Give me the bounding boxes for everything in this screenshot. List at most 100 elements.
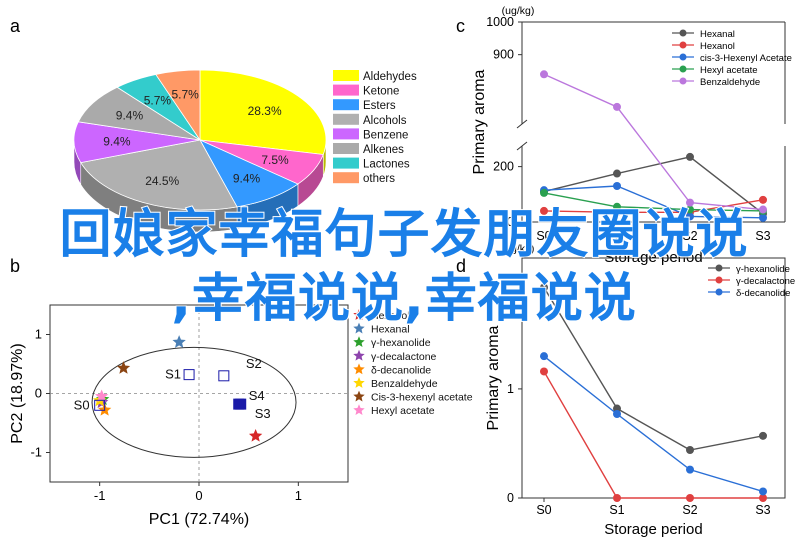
- y-axis-title-c: Primary aroma: [471, 69, 488, 174]
- axis-break-c: [516, 119, 528, 151]
- legend-label-alcohols: Alcohols: [363, 115, 407, 127]
- pie-value-label-lactones: 5.7%: [144, 93, 172, 107]
- legend-label-cis-3-hexenyl-acetate: Cis-3-hexenyl acetate: [371, 392, 473, 404]
- confidence-ellipse: [91, 346, 297, 458]
- unit-label-d: (ug/kg): [502, 243, 535, 255]
- legend-marker-benzaldehyde: [679, 77, 687, 85]
- y-tick-label-c: 0: [507, 215, 514, 229]
- x-tick-label-b: -1: [94, 488, 106, 503]
- series-point-decalactone: [540, 367, 548, 376]
- x-tick-label-c: S3: [755, 229, 770, 243]
- x-tick-label-b: 1: [295, 488, 302, 503]
- series-point-cis-3-hexenyl-acetate: [613, 182, 621, 190]
- legend-label-benzaldehyde: Benzaldehyde: [700, 77, 760, 88]
- pie-value-label-ketone: 7.5%: [261, 153, 289, 167]
- pie-value-label-others: 5.7%: [171, 88, 199, 102]
- series-point-decanolide: [686, 465, 694, 474]
- x-tick-label-d: S1: [609, 503, 624, 517]
- series-line-benzaldehyde: [543, 73, 764, 211]
- legend-swatch-lactones: [333, 157, 359, 169]
- y-tick-label-c: 200: [493, 160, 514, 174]
- series-point-hexanol: [613, 208, 621, 217]
- x-axis-title-d: Storage period: [604, 521, 702, 538]
- legend-label-hexyl-acetate: Hexyl acetate: [371, 405, 435, 417]
- pie-value-label-alcohols: 24.5%: [145, 174, 179, 188]
- y-tick-label-d: 2: [507, 273, 514, 287]
- loading-star-cis-3-hexenyl-acetate: [116, 361, 131, 374]
- legend-label-cis-3-hexenyl-acetate: cis-3-Hexenyl Acetate: [700, 53, 792, 64]
- legend-label-aldehydes: Aldehydes: [363, 71, 417, 83]
- series-point-hexyl-acetate: [686, 205, 694, 214]
- loading-star-hexanol: [248, 428, 263, 442]
- x-tick-label-c: S1: [609, 229, 624, 243]
- panel-label-b: b: [10, 256, 20, 276]
- y-tick-label-b: -1: [30, 445, 42, 460]
- y-axis-title-d: Primary aroma: [485, 325, 502, 430]
- y-tick-label-b: 1: [35, 327, 42, 342]
- series-line-decanolide: [543, 355, 764, 493]
- y-tick-label-d: 1: [507, 382, 514, 396]
- series-point-decalactone: [613, 494, 621, 502]
- legend-label-hexanal: Hexanal: [700, 29, 735, 40]
- x-tick-label-b: 0: [195, 488, 202, 503]
- banner-line-1: 回娘家幸福句子发朋友圈说说: [58, 204, 749, 266]
- legend-label-decalactone: γ-decalactone: [371, 351, 437, 363]
- series-point-hexanolide: [686, 446, 694, 454]
- pie-value-label-aldehydes: 28.3%: [248, 104, 282, 118]
- series-line-cis-3-hexenyl-acetate: [543, 185, 764, 219]
- pie-slice-others: [155, 69, 201, 142]
- sample-marker-s0: [94, 399, 106, 411]
- y-tick-label-c: 1000: [486, 15, 514, 29]
- x-tick-label-c: S0: [536, 229, 551, 243]
- legend-swatch-alcohols: [333, 113, 359, 125]
- series-point-cis-3-hexenyl-acetate: [686, 212, 694, 221]
- series-point-hexyl-acetate: [613, 202, 621, 211]
- series-point-hexanol: [759, 195, 767, 204]
- series-line-hexanal: [543, 156, 764, 215]
- legend-star-hexanolide: [353, 336, 365, 348]
- series-line-hexyl-acetate: [543, 192, 764, 212]
- legend-label-lactones: Lactones: [363, 159, 410, 171]
- legend-marker-hexanol: [679, 41, 687, 49]
- series-point-hexanolide: [540, 283, 548, 292]
- legend-swatch-esters: [333, 99, 359, 111]
- x-axis-title-b: PC1 (72.74%): [149, 511, 250, 528]
- legend-star-decalactone: [353, 349, 365, 361]
- legend-star-benzaldehyde: [353, 377, 365, 388]
- pie-value-label-benzene: 9.4%: [103, 135, 131, 149]
- legend-swatch-aldehydes: [333, 70, 359, 81]
- series-point-hexyl-acetate: [540, 188, 548, 197]
- pie-slice-alcohols: [80, 139, 238, 211]
- series-point-benzaldehyde: [686, 198, 694, 207]
- legend-star-hexanal: [353, 322, 365, 334]
- legend-swatch-benzene: [333, 128, 359, 140]
- sample-marker-s4: [233, 398, 245, 410]
- legend-marker-decalactone: [715, 276, 723, 284]
- legend-label-decanolide: δ-decanolide: [736, 288, 790, 299]
- panel-label-d: d: [456, 256, 466, 276]
- legend-label-alkenes: Alkenes: [363, 144, 404, 156]
- sample-label-s4: S4: [249, 388, 265, 403]
- series-point-decalactone: [759, 494, 767, 502]
- x-tick-label-d: S3: [755, 503, 770, 517]
- legend-marker-hexyl-acetate: [679, 65, 687, 73]
- panel-label-a: a: [10, 16, 21, 36]
- series-line-decalactone: [543, 371, 763, 499]
- series-point-cis-3-hexenyl-acetate: [759, 213, 767, 222]
- x-tick-label-d: S0: [536, 503, 551, 517]
- series-point-hexanal: [613, 169, 621, 178]
- legend-label-ketone: Ketone: [363, 86, 399, 98]
- panel-label-c: c: [456, 16, 465, 36]
- legend-marker-hexanolide: [715, 264, 723, 272]
- legend-star-hexyl-acetate: [353, 404, 365, 416]
- x-tick-label-c: S2: [682, 229, 697, 243]
- series-point-decanolide: [759, 487, 767, 496]
- legend-label-decalactone: γ-decalactone: [736, 276, 795, 287]
- sample-label-s1: S1: [165, 367, 181, 382]
- legend-swatch-others: [333, 172, 359, 184]
- legend-swatch-ketone: [333, 84, 359, 96]
- banner-line-2: ,幸福说说,幸福说说: [170, 268, 637, 330]
- series-line-hexanolide: [543, 287, 764, 451]
- sample-marker-s1: [183, 369, 195, 381]
